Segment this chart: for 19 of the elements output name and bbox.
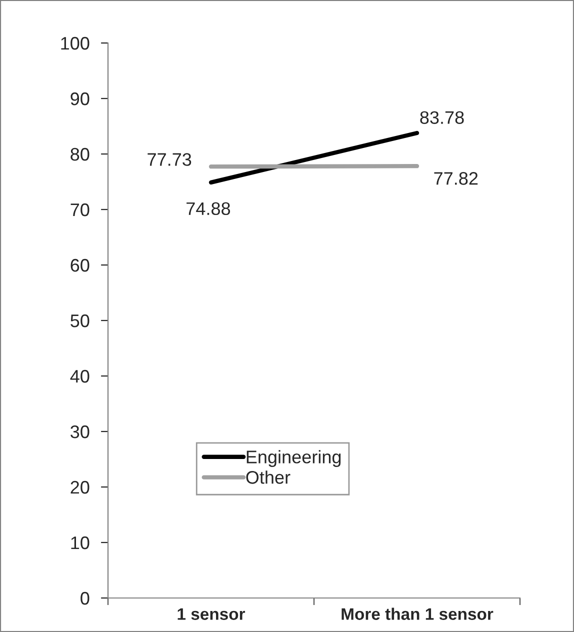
y-tick-label: 40 <box>70 370 90 383</box>
y-tick-label: 20 <box>70 480 90 494</box>
y-tick-label: 0 <box>80 592 90 605</box>
y-tick-label: 50 <box>70 314 90 328</box>
data-label: 83.78 <box>420 111 464 124</box>
legend-label: Engineering <box>246 450 341 467</box>
data-label: 77.82 <box>434 172 478 185</box>
data-label: 74.88 <box>186 202 230 216</box>
y-tick-label: 80 <box>70 148 90 161</box>
legend-label: Other <box>246 470 290 484</box>
x-tick-label: More than 1 sensor <box>342 608 494 620</box>
y-tick-label: 30 <box>70 425 90 438</box>
y-tick-label: 70 <box>70 203 90 216</box>
y-tick-label: 10 <box>71 536 90 550</box>
x-tick-label: 1 sensor <box>178 608 246 620</box>
y-tick-label: 90 <box>70 92 90 106</box>
data-label: 77.73 <box>148 153 192 166</box>
y-tick-label: 100 <box>61 36 90 50</box>
y-tick-label: 60 <box>70 258 90 272</box>
